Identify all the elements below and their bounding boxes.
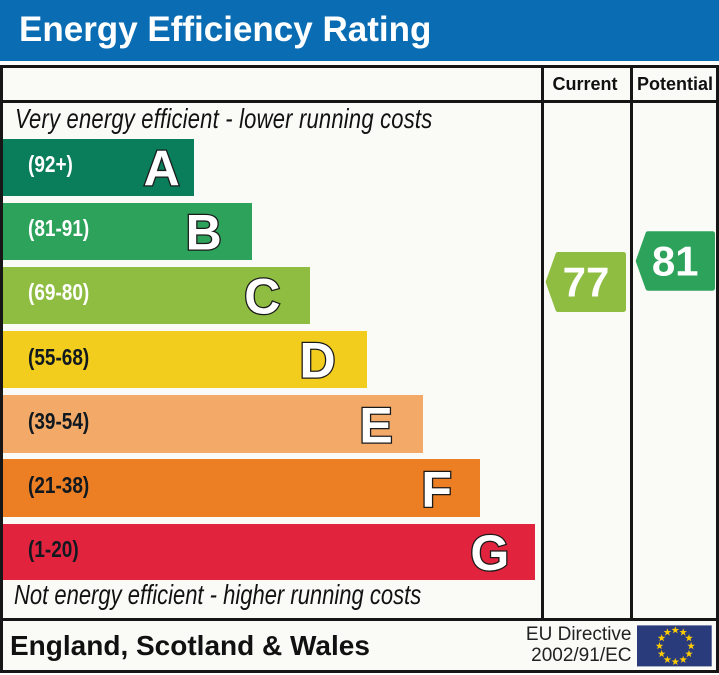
svg-text:F: F [421, 461, 452, 517]
svg-text:C: C [244, 269, 280, 325]
svg-text:81: 81 [652, 237, 699, 284]
svg-text:E: E [359, 397, 392, 453]
svg-text:77: 77 [563, 259, 610, 306]
svg-text:A: A [144, 140, 180, 196]
svg-text:D: D [299, 333, 335, 389]
svg-text:B: B [186, 205, 222, 261]
svg-text:G: G [470, 525, 509, 581]
